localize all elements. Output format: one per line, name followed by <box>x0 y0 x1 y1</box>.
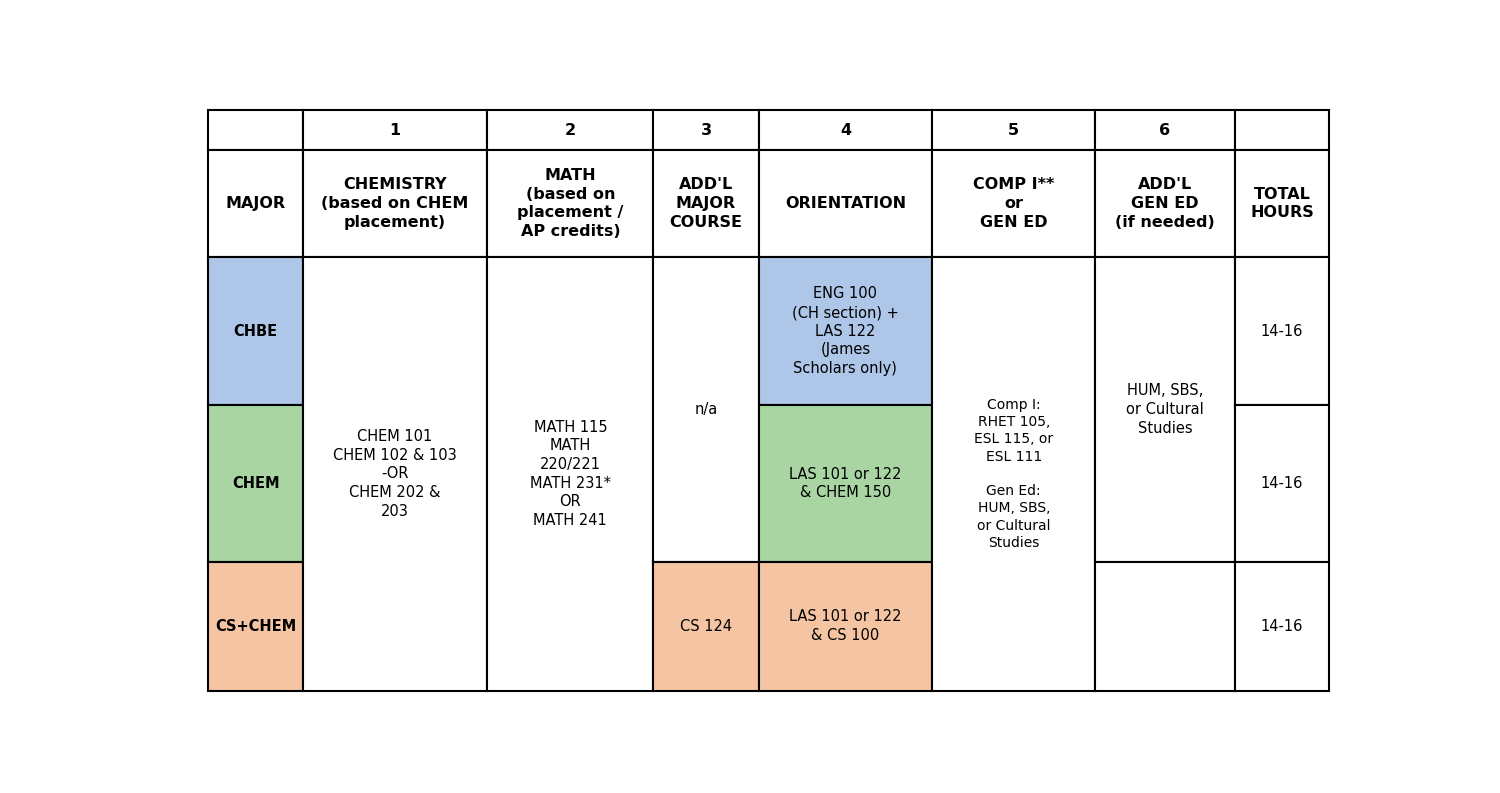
Bar <box>1234 150 1329 257</box>
Bar <box>1095 150 1234 257</box>
Bar <box>488 150 654 257</box>
Bar <box>1095 110 1234 150</box>
Text: ENG 100
(CH section) +
LAS 122
(James
Scholars only): ENG 100 (CH section) + LAS 122 (James Sc… <box>792 286 898 376</box>
Text: MAJOR: MAJOR <box>225 196 285 211</box>
Bar <box>759 110 933 150</box>
Text: 1: 1 <box>390 123 400 138</box>
Text: COMP I**
or
GEN ED: COMP I** or GEN ED <box>974 178 1054 230</box>
Text: 14-16: 14-16 <box>1260 476 1304 491</box>
Text: 14-16: 14-16 <box>1260 619 1304 634</box>
Text: MATH 115
MATH
220/221
MATH 231*
OR
MATH 241: MATH 115 MATH 220/221 MATH 231* OR MATH … <box>530 419 610 528</box>
Bar <box>654 110 759 150</box>
Text: CS+CHEM: CS+CHEM <box>214 619 296 634</box>
Text: ORIENTATION: ORIENTATION <box>784 196 906 211</box>
Text: 6: 6 <box>1160 123 1170 138</box>
Text: ADD'L
GEN ED
(if needed): ADD'L GEN ED (if needed) <box>1114 178 1215 230</box>
Text: 14-16: 14-16 <box>1260 324 1304 339</box>
Text: n/a: n/a <box>694 402 717 417</box>
Bar <box>759 150 933 257</box>
Bar <box>654 257 759 561</box>
Bar <box>303 110 488 150</box>
Text: 5: 5 <box>1008 123 1020 138</box>
Bar <box>1234 110 1329 150</box>
Bar <box>1234 257 1329 405</box>
Text: MATH
(based on
placement /
AP credits): MATH (based on placement / AP credits) <box>518 168 624 239</box>
Bar <box>1095 561 1234 691</box>
Text: LAS 101 or 122
& CHEM 150: LAS 101 or 122 & CHEM 150 <box>789 466 901 500</box>
Bar <box>1234 561 1329 691</box>
Bar <box>303 150 488 257</box>
Text: LAS 101 or 122
& CS 100: LAS 101 or 122 & CS 100 <box>789 609 901 643</box>
Bar <box>654 561 759 691</box>
Bar <box>933 257 1095 691</box>
Text: CHBE: CHBE <box>234 324 278 339</box>
Text: CS 124: CS 124 <box>680 619 732 634</box>
Text: ADD'L
MAJOR
COURSE: ADD'L MAJOR COURSE <box>669 178 742 230</box>
Bar <box>209 257 303 405</box>
Bar <box>1234 405 1329 561</box>
Text: CHEMISTRY
(based on CHEM
placement): CHEMISTRY (based on CHEM placement) <box>321 178 468 230</box>
Text: CHEM: CHEM <box>232 476 279 491</box>
Bar <box>488 257 654 691</box>
Text: 2: 2 <box>566 123 576 138</box>
Text: CHEM 101
CHEM 102 & 103
-OR
CHEM 202 &
203: CHEM 101 CHEM 102 & 103 -OR CHEM 202 & 2… <box>333 429 458 519</box>
Text: 4: 4 <box>840 123 850 138</box>
Bar <box>654 150 759 257</box>
Bar <box>933 150 1095 257</box>
Bar <box>209 110 303 150</box>
Bar <box>209 405 303 561</box>
Bar <box>209 150 303 257</box>
Bar <box>759 561 933 691</box>
Bar <box>488 110 654 150</box>
Bar <box>209 561 303 691</box>
Bar <box>933 110 1095 150</box>
Text: HUM, SBS,
or Cultural
Studies: HUM, SBS, or Cultural Studies <box>1126 383 1204 435</box>
Text: 3: 3 <box>700 123 711 138</box>
Text: Comp I:
RHET 105,
ESL 115, or
ESL 111

Gen Ed:
HUM, SBS,
or Cultural
Studies: Comp I: RHET 105, ESL 115, or ESL 111 Ge… <box>974 397 1053 550</box>
Bar <box>1095 257 1234 561</box>
Bar <box>303 257 488 691</box>
Text: TOTAL
HOURS: TOTAL HOURS <box>1250 186 1314 220</box>
Bar <box>759 405 933 561</box>
Bar <box>759 257 933 405</box>
